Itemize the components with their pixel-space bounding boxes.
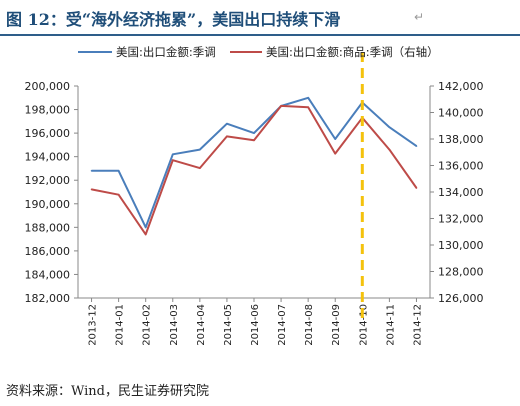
y-left-tick-label: 182,000	[25, 292, 71, 305]
data-point-series-2	[117, 193, 120, 196]
x-tick-label: 2014-12	[412, 304, 423, 346]
series-line-1	[91, 96, 418, 229]
x-tick-label: 2014-06	[250, 304, 261, 346]
y-right-tick-label: 130,000	[438, 239, 484, 252]
data-point-series-1	[415, 145, 418, 147]
x-tick-label: 2014-05	[223, 304, 234, 346]
data-point-series-2	[144, 233, 147, 236]
data-point-series-2	[307, 106, 309, 108]
data-point-series-1	[253, 132, 255, 134]
data-point-series-2	[226, 135, 228, 138]
data-point-series-2	[253, 139, 255, 142]
x-tick-label: 2014-10	[358, 304, 369, 346]
y-left-tick-label: 184,000	[25, 268, 71, 281]
y-left-tick-label: 188,000	[25, 221, 71, 234]
data-point-series-1	[117, 170, 120, 172]
x-tick-label: 2014-01	[115, 304, 126, 346]
data-point-series-1	[171, 153, 174, 156]
x-tick-label: 2014-03	[169, 304, 180, 346]
x-tick-label: 2014-11	[385, 304, 396, 346]
data-point-series-1	[388, 126, 391, 129]
y-left-tick-label: 192,000	[25, 174, 71, 187]
data-point-series-2	[171, 159, 174, 161]
y-right-tick-label: 128,000	[438, 266, 484, 279]
y-left-tick-label: 200,000	[25, 80, 71, 93]
y-left-tick-label: 190,000	[25, 198, 71, 211]
return-mark-icon: ↵	[414, 10, 425, 24]
x-tick-label: 2014-02	[142, 304, 153, 346]
y-right-tick-label: 132,000	[438, 213, 484, 226]
y-right-tick-label: 134,000	[438, 186, 484, 199]
chart-area: 182,000 184,000 186,000 188,000 190,000 192,0…	[25, 45, 484, 346]
data-point-series-1	[226, 122, 228, 125]
x-tick-label: 2014-09	[331, 304, 342, 346]
y-right-tick-label: 126,000	[438, 292, 484, 305]
x-tick-label: 2014-07	[277, 304, 288, 346]
x-tick-label: 2013-12	[88, 304, 99, 346]
data-point-series-1	[334, 138, 337, 140]
x-tick-label: 2014-08	[304, 304, 315, 346]
data-point-series-2	[334, 152, 337, 155]
legend-label-series-1: 美国:出口金额:季调	[116, 45, 216, 59]
title-bar: 图 12：受“海外经济拖累”，美国出口持续下滑 ↵	[0, 0, 520, 36]
data-point-series-1	[144, 226, 147, 229]
data-point-series-2	[280, 105, 282, 107]
data-point-series-2	[90, 188, 93, 191]
y-right-tick-label: 142,000	[438, 80, 484, 93]
data-point-series-2	[388, 148, 391, 151]
y-left-tick-label: 198,000	[25, 104, 71, 117]
x-tick-label: 2014-04	[196, 304, 207, 346]
legend-label-series-2: 美国:出口金额:商品:季调（右轴）	[266, 45, 439, 59]
y-right-tick-label: 138,000	[438, 133, 484, 146]
data-point-series-2	[199, 167, 201, 169]
y-left-tick-label: 196,000	[25, 127, 71, 140]
data-point-series-2	[415, 187, 418, 189]
source-note: 资料来源：Wind，民生证券研究院	[6, 384, 209, 399]
y-left-tick-label: 194,000	[25, 151, 71, 164]
y-right-tick-label: 136,000	[438, 160, 484, 173]
chart-title: 图 12：受“海外经济拖累”，美国出口持续下滑	[6, 10, 341, 29]
y-right-tick-label: 140,000	[438, 107, 484, 120]
data-point-series-1	[199, 148, 201, 151]
y-left-tick-label: 186,000	[25, 245, 71, 258]
data-point-series-1	[90, 170, 93, 172]
data-point-series-1	[307, 96, 309, 99]
